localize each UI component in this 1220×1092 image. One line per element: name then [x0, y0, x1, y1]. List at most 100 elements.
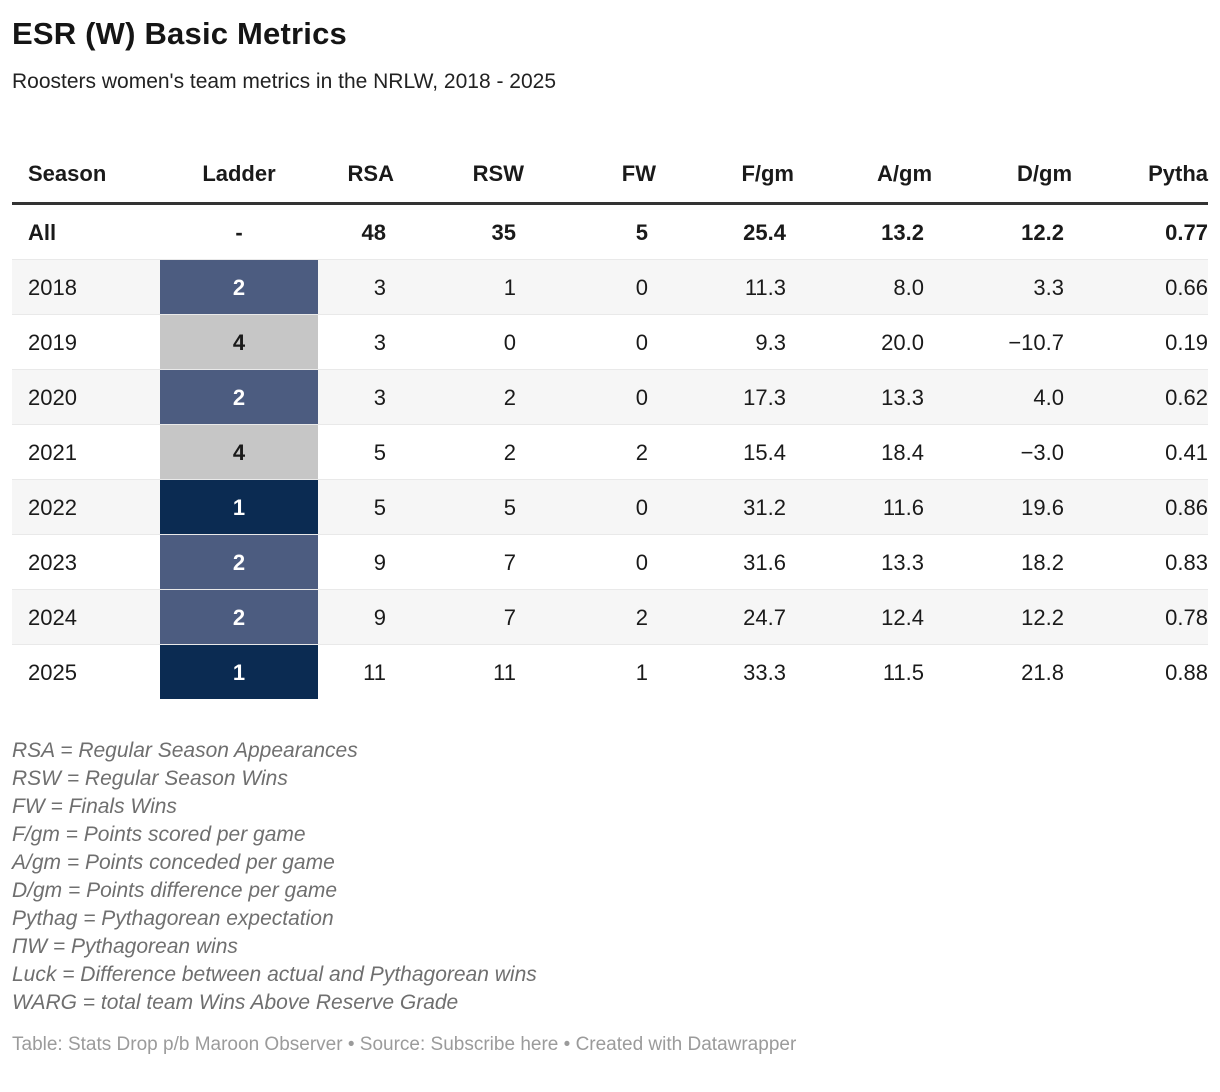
table-row-2019: 2019 4 3 0 0 9.3 20.0 −10.7 0.19 — [12, 314, 1208, 370]
footer-attribution-link[interactable]: Stats Drop p/b Maroon Observer — [67, 1034, 343, 1055]
column-header-ladder: Ladder — [160, 149, 318, 205]
fw-cell: 0 — [528, 534, 660, 590]
table-row-2018: 2018 2 3 1 0 11.3 8.0 3.3 0.66 — [12, 259, 1208, 315]
agm-cell: 11.5 — [882, 660, 924, 685]
season-cell: 2019 — [12, 314, 160, 370]
pytha-cell: 0.77 — [1076, 203, 1208, 260]
ladder-cell: 2 — [160, 589, 318, 645]
pytha-cell: 0.83 — [1076, 534, 1208, 590]
fw-cell: 5 — [528, 203, 660, 260]
dgm-cell: 12.2 — [936, 589, 1076, 645]
fgm-cell: 33.3 — [743, 660, 786, 685]
footnote-line: A/gm = Points conceded per game — [12, 851, 335, 874]
agm-cell: 8.0 — [798, 259, 936, 315]
ladder-cell: - — [160, 203, 318, 260]
dgm-cell: 12.2 — [936, 203, 1076, 260]
season-cell: 2024 — [12, 589, 160, 645]
rsw-cell: 7 — [398, 534, 528, 590]
season-cell: 2018 — [12, 259, 160, 315]
footer-source-label: Source: — [359, 1034, 431, 1055]
fw-cell: 0 — [528, 314, 660, 370]
column-header-pytha: Pytha — [1076, 149, 1208, 205]
agm-cell: 12.4 — [798, 589, 936, 645]
fgm-cell: 17.3 — [660, 369, 798, 425]
pytha-cell: 0.78 — [1076, 589, 1208, 645]
rsw-cell: 0 — [398, 314, 528, 370]
agm-cell: 13.2 — [798, 203, 936, 260]
dgm-cell: 3.3 — [936, 259, 1076, 315]
rsw-cell: 1 — [398, 259, 528, 315]
rsa-cell: 9 — [318, 534, 398, 590]
fgm-cell: 11.3 — [660, 259, 798, 315]
rsa-cell: 3 — [318, 369, 398, 425]
fgm-cell: 9.3 — [660, 314, 798, 370]
rsw-cell: 2 — [398, 369, 528, 425]
page-subtitle: Roosters women's team metrics in the NRL… — [12, 70, 557, 93]
fw-cell: 2 — [528, 589, 660, 645]
season-cell: 2025 — [28, 660, 77, 685]
table-header-row: Season Ladder RSA RSW FW F/gm A/gm D/gm … — [12, 149, 1208, 205]
footer-separator: • — [558, 1034, 576, 1055]
footer-datawrapper-link[interactable]: Created with Datawrapper — [575, 1034, 797, 1055]
footnote-line: WARG = total team Wins Above Reserve Gra… — [12, 991, 459, 1014]
fgm-cell: 31.6 — [660, 534, 798, 590]
table-row-2025: 2025 1 11 11 1 33.3 11.5 21.8 0.88 — [12, 644, 1208, 699]
ladder-cell: 4 — [160, 424, 318, 480]
footnotes-block: RSA = Regular Season Appearances RSW = R… — [12, 737, 1208, 1017]
rsa-cell: 5 — [318, 424, 398, 480]
footnote-line: Luck = Difference between actual and Pyt… — [12, 963, 537, 986]
fgm-cell: 15.4 — [660, 424, 798, 480]
column-header-season: Season — [12, 149, 160, 205]
ladder-cell: 2 — [160, 534, 318, 590]
footnote-line: ΠW = Pythagorean wins — [12, 935, 238, 958]
column-header-agm: A/gm — [798, 149, 936, 205]
footnote-line: F/gm = Points scored per game — [12, 823, 306, 846]
fw-cell: 2 — [528, 424, 660, 480]
rsa-cell: 48 — [318, 203, 398, 260]
footer-source-link[interactable]: Subscribe here — [430, 1034, 559, 1055]
footnote-line: D/gm = Points difference per game — [12, 879, 338, 902]
table-row-2021: 2021 4 5 2 2 15.4 18.4 −3.0 0.41 — [12, 424, 1208, 480]
table-row-2024: 2024 2 9 7 2 24.7 12.4 12.2 0.78 — [12, 589, 1208, 645]
agm-cell: 18.4 — [798, 424, 936, 480]
footnote-line: RSA = Regular Season Appearances — [12, 739, 358, 762]
rsw-cell: 2 — [398, 424, 528, 480]
pytha-cell: 0.88 — [1165, 660, 1208, 685]
agm-cell: 20.0 — [798, 314, 936, 370]
dgm-cell: −3.0 — [936, 424, 1076, 480]
column-header-fgm: F/gm — [660, 149, 798, 205]
ladder-cell: 1 — [160, 479, 318, 535]
metrics-table: Season Ladder RSA RSW FW F/gm A/gm D/gm … — [12, 149, 1208, 699]
footnote-line: RSW = Regular Season Wins — [12, 767, 288, 790]
season-cell: All — [12, 203, 160, 260]
rsa-cell: 9 — [318, 589, 398, 645]
footer-table-label: Table: — [12, 1034, 68, 1055]
pytha-cell: 0.62 — [1076, 369, 1208, 425]
rsa-cell: 3 — [318, 259, 398, 315]
agm-cell: 13.3 — [798, 369, 936, 425]
column-header-rsa: RSA — [318, 149, 398, 205]
dgm-cell: 19.6 — [936, 479, 1076, 535]
pytha-cell: 0.19 — [1076, 314, 1208, 370]
rsa-cell: 11 — [363, 660, 386, 685]
column-header-rsw: RSW — [398, 149, 528, 205]
ladder-cell: 2 — [160, 259, 318, 315]
fgm-cell: 24.7 — [660, 589, 798, 645]
table-row-2023: 2023 2 9 7 0 31.6 13.3 18.2 0.83 — [12, 534, 1208, 590]
rsa-cell: 3 — [318, 314, 398, 370]
fw-cell: 0 — [528, 479, 660, 535]
season-cell: 2021 — [12, 424, 160, 480]
dgm-cell: 4.0 — [936, 369, 1076, 425]
fgm-cell: 25.4 — [660, 203, 798, 260]
dgm-cell: −10.7 — [936, 314, 1076, 370]
footer: Table: Stats Drop p/b Maroon Observer • … — [12, 1033, 1208, 1057]
table-row-all: All - 48 35 5 25.4 13.2 12.2 0.77 — [12, 203, 1208, 260]
fw-cell: 1 — [635, 660, 648, 685]
rsa-cell: 5 — [318, 479, 398, 535]
ladder-cell: 2 — [160, 369, 318, 425]
ladder-cell: 1 — [160, 644, 318, 699]
pytha-cell: 0.66 — [1076, 259, 1208, 315]
rsw-cell: 11 — [493, 660, 516, 685]
dgm-cell: 18.2 — [936, 534, 1076, 590]
column-header-dgm: D/gm — [936, 149, 1076, 205]
